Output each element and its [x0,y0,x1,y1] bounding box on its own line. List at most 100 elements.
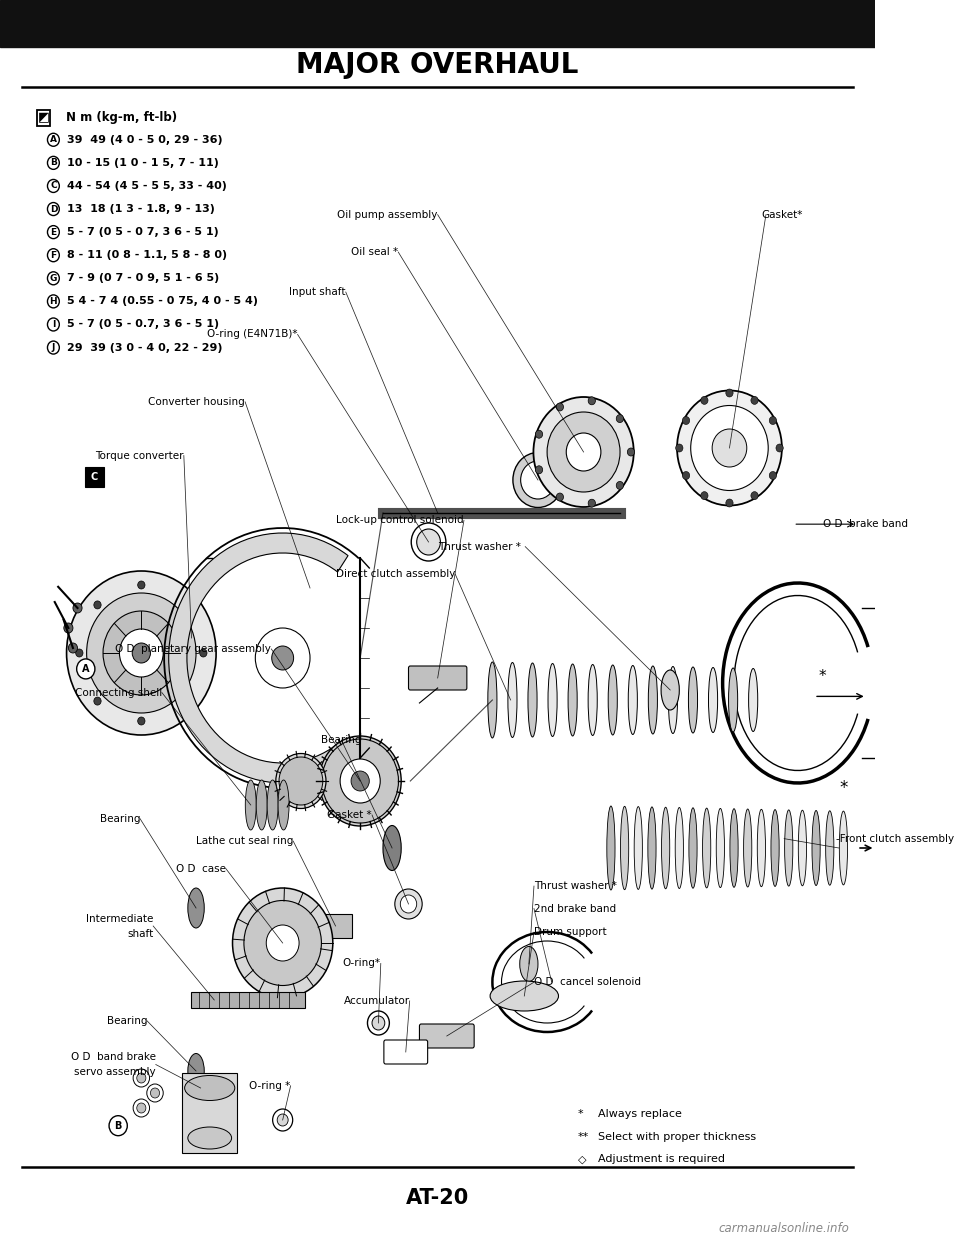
Bar [37,110,50,126]
Ellipse shape [648,666,658,734]
Ellipse shape [136,1103,146,1113]
Circle shape [73,603,82,613]
Ellipse shape [188,1127,231,1149]
Ellipse shape [628,665,637,735]
Ellipse shape [548,664,557,736]
Text: Direct clutch assembly: Direct clutch assembly [336,569,455,579]
Ellipse shape [635,806,642,890]
Circle shape [776,444,783,452]
Circle shape [340,759,380,802]
Circle shape [726,499,733,507]
Text: J: J [52,343,55,352]
Text: servo assembly: servo assembly [74,1067,156,1077]
Ellipse shape [568,664,577,736]
Text: Oil pump assembly: Oil pump assembly [337,210,438,220]
Text: Drum support: Drum support [534,927,607,937]
Ellipse shape [277,1114,288,1126]
Text: 44 - 54 (4 5 - 5 5, 33 - 40): 44 - 54 (4 5 - 5 5, 33 - 40) [66,181,227,191]
Text: 8 - 11 (0 8 - 1.1, 5 8 - 8 0): 8 - 11 (0 8 - 1.1, 5 8 - 8 0) [66,250,227,261]
Ellipse shape [278,780,289,830]
Ellipse shape [520,461,555,499]
Ellipse shape [528,663,537,738]
Text: Thrust washer *: Thrust washer * [438,542,521,552]
Circle shape [683,472,689,479]
Bar [0,0,876,47]
Circle shape [351,771,370,791]
Text: Thrust washer *: Thrust washer * [534,881,617,891]
Circle shape [181,602,189,609]
Ellipse shape [784,810,793,886]
Ellipse shape [491,981,559,1011]
Circle shape [255,628,310,688]
Circle shape [556,403,564,411]
Text: carmanualsonline.info: carmanualsonline.info [718,1222,849,1234]
Text: Lathe cut seal ring: Lathe cut seal ring [196,836,293,846]
Circle shape [76,649,83,656]
Ellipse shape [184,1076,235,1101]
Ellipse shape [508,663,517,738]
Text: *: * [839,779,848,797]
Text: shaft: shaft [127,929,154,938]
Text: Adjustment is required: Adjustment is required [598,1154,725,1164]
Text: O-ring (E4N71B)*: O-ring (E4N71B)* [207,329,298,339]
Bar [182,1073,237,1153]
Ellipse shape [812,810,820,886]
Text: Gasket *: Gasket * [327,810,372,820]
Text: MAJOR OVERHAUL: MAJOR OVERHAUL [297,51,579,79]
Circle shape [536,466,542,474]
Ellipse shape [383,825,401,871]
Circle shape [137,582,145,589]
Circle shape [769,417,777,424]
Ellipse shape [566,433,601,470]
Text: Input shaft: Input shaft [289,287,346,297]
Ellipse shape [519,946,538,981]
Circle shape [266,925,300,961]
Text: 13  18 (1 3 - 1.8, 9 - 13): 13 18 (1 3 - 1.8, 9 - 13) [66,203,214,215]
Text: ◩: ◩ [37,111,50,124]
Circle shape [676,444,683,452]
Ellipse shape [276,754,326,809]
Ellipse shape [400,895,417,914]
Ellipse shape [244,901,322,986]
Circle shape [63,623,73,633]
Bar [85,467,104,487]
Ellipse shape [839,811,848,885]
Ellipse shape [319,736,401,826]
Circle shape [701,397,708,404]
Text: 39  49 (4 0 - 5 0, 29 - 36): 39 49 (4 0 - 5 0, 29 - 36) [66,135,222,145]
Ellipse shape [256,780,267,830]
Ellipse shape [395,889,422,919]
Ellipse shape [648,807,656,889]
Text: C: C [50,181,57,191]
Circle shape [683,417,689,424]
Ellipse shape [133,1099,150,1117]
Text: A: A [82,664,89,674]
Circle shape [616,482,624,489]
Text: B: B [114,1121,122,1131]
Ellipse shape [188,1053,204,1088]
Ellipse shape [708,668,718,733]
Ellipse shape [826,811,834,885]
Text: AT-20: AT-20 [406,1188,469,1208]
Ellipse shape [188,889,204,929]
Ellipse shape [411,523,445,562]
Text: O D  brake band: O D brake band [823,519,908,529]
Circle shape [536,431,542,438]
Text: *: * [819,669,827,684]
Ellipse shape [147,1085,163,1102]
Ellipse shape [267,780,278,830]
Text: O D  band brake: O D band brake [71,1052,156,1062]
Circle shape [751,397,758,404]
FancyBboxPatch shape [409,666,467,690]
Text: -Front clutch assembly: -Front clutch assembly [836,834,954,844]
Text: Always replace: Always replace [598,1109,682,1119]
Circle shape [751,492,758,499]
Ellipse shape [607,806,615,890]
Text: H: H [50,297,58,306]
Circle shape [68,643,78,653]
Ellipse shape [661,807,670,889]
Ellipse shape [744,809,752,887]
Ellipse shape [368,1011,390,1035]
Ellipse shape [661,670,680,710]
Circle shape [132,643,151,663]
